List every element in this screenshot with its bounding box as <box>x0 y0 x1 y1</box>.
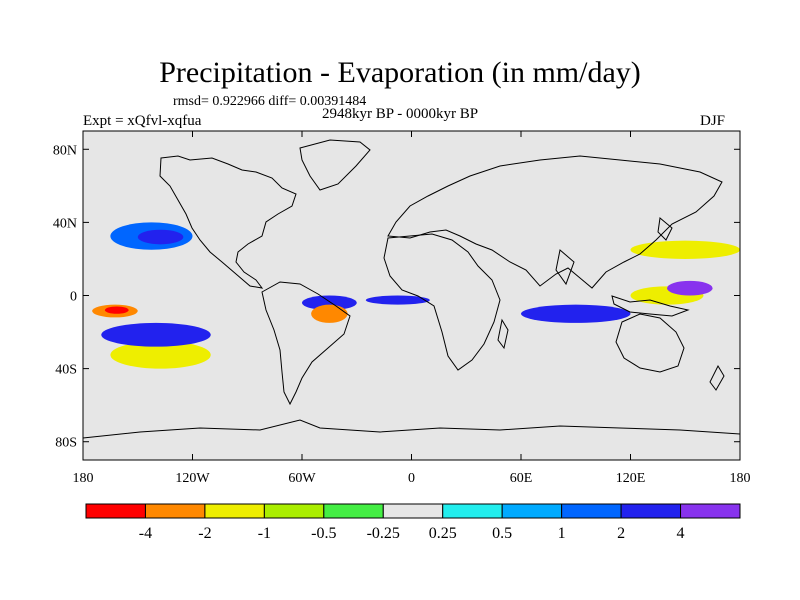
coastlines <box>83 139 740 439</box>
coastline-maritime-continent <box>611 295 690 317</box>
anomaly-region-1 <box>104 306 129 314</box>
anomaly-region-12 <box>630 240 740 259</box>
y-tick-label-2: 0 <box>70 290 77 305</box>
colorbar-box-2 <box>204 503 265 519</box>
colorbar-box-4 <box>323 503 384 519</box>
coastline-greenland <box>299 139 371 191</box>
anomaly-region-7 <box>311 304 348 323</box>
map-axes: 180 120W 60W 0 60E 120E 180 80N 40N 0 40S 80S <box>53 131 751 486</box>
colorbar-label-8: 2 <box>617 525 625 542</box>
x-tick-label-2: 60W <box>288 471 316 486</box>
rmsd-diff-stats: rmsd= 0.922966 diff= 0.00391484 <box>173 94 367 109</box>
colorbar-label-7: 1 <box>558 525 566 542</box>
coastline-africa <box>383 233 501 371</box>
colorbar-box-0 <box>85 503 146 519</box>
y-tick-label-1: 40N <box>53 216 77 231</box>
colorbar-box-7 <box>501 503 563 519</box>
season-label: DJF <box>700 113 726 129</box>
y-tick-label-0: 80N <box>53 143 77 158</box>
x-tick-label-5: 120E <box>616 471 646 486</box>
colorbar-label-6: 0.5 <box>492 525 512 542</box>
colorbar-label-4: -0.25 <box>367 525 400 542</box>
anomaly-region-11 <box>667 280 713 296</box>
x-tick-label-4: 60E <box>510 471 533 486</box>
x-tick-label-0: 180 <box>73 471 94 486</box>
colorbar-box-1 <box>144 503 206 519</box>
coastline-india <box>555 249 575 286</box>
coastline-japan <box>657 217 673 241</box>
x-tick-label-3: 0 <box>408 471 415 486</box>
colorbar: -4 -2 -1 -0.5 -0.25 0.25 0.5 1 2 4 <box>85 503 741 542</box>
colorbar-box-6 <box>442 503 503 519</box>
colorbar-label-9: 4 <box>677 525 685 542</box>
anomaly-region-3 <box>101 322 211 347</box>
colorbar-label-3: -0.5 <box>311 525 336 542</box>
x-tick-label-1: 120W <box>175 471 210 486</box>
colorbar-box-9 <box>620 503 682 519</box>
anomaly-region-9 <box>521 304 631 323</box>
colorbar-label-2: -1 <box>258 525 271 542</box>
figure-title: Precipitation - Evaporation (in mm/day) <box>159 56 641 89</box>
anomaly-region-5 <box>137 229 184 245</box>
experiment-label: Expt = xQfvl-xqfua <box>83 113 202 129</box>
coastline-north-america <box>159 155 297 289</box>
y-tick-label-4: 80S <box>55 436 77 451</box>
anomaly-region-6 <box>302 295 357 311</box>
colorbar-box-5 <box>382 503 444 519</box>
period-label: 2948kyr BP - 0000kyr BP <box>322 106 479 122</box>
colorbar-box-8 <box>561 503 622 519</box>
colorbar-box-3 <box>263 503 325 519</box>
coastline-south-america <box>261 281 351 406</box>
coastline-australia <box>615 313 685 373</box>
anomaly-region-2 <box>110 341 211 369</box>
anomaly-region-8 <box>365 295 430 305</box>
y-tick-label-3: 40S <box>55 363 77 378</box>
colorbar-label-0: -4 <box>139 525 152 542</box>
coastline-eurasia <box>387 155 723 289</box>
x-tick-label-6: 180 <box>730 471 751 486</box>
coastline-antarctica <box>83 419 740 439</box>
colorbar-label-1: -2 <box>198 525 211 542</box>
colorbar-label-5: 0.25 <box>429 525 457 542</box>
coastline-madagascar <box>497 318 509 350</box>
coastline-new-zealand <box>709 364 725 391</box>
colorbar-box-10 <box>680 503 741 519</box>
